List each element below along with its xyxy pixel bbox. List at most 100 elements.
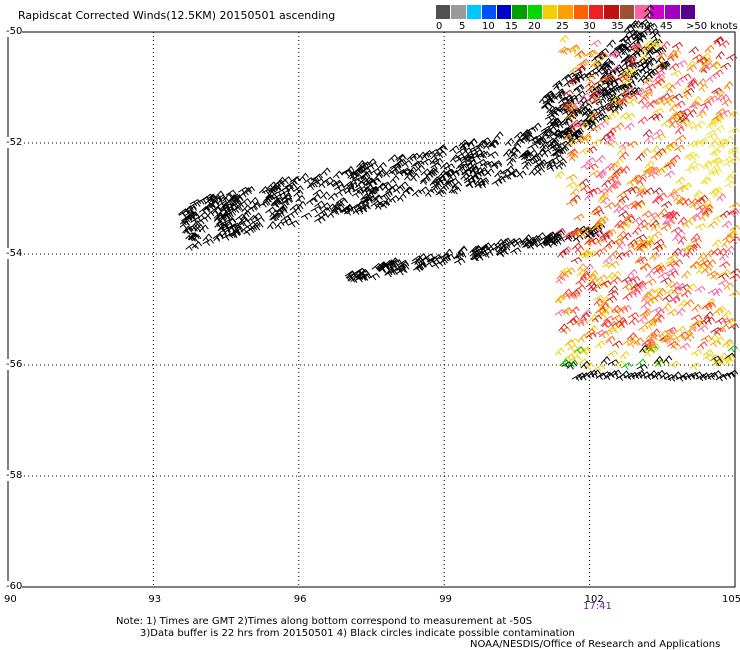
wind-barb xyxy=(387,154,399,163)
wind-barb xyxy=(430,184,441,193)
wind-barb xyxy=(697,263,710,271)
wind-barb xyxy=(594,237,605,246)
wind-barb xyxy=(356,185,368,194)
wind-barb xyxy=(658,330,669,339)
wind-barb xyxy=(624,215,636,223)
wind-barb xyxy=(430,151,441,160)
wind-barb xyxy=(267,220,277,230)
wind-barb xyxy=(702,353,714,361)
latitude-label: -50 xyxy=(6,26,23,37)
wind-barb xyxy=(723,135,734,144)
wind-barb xyxy=(667,254,679,262)
wind-barb xyxy=(443,253,455,261)
wind-barb xyxy=(636,363,648,372)
wind-barb xyxy=(442,169,454,177)
wind-barb xyxy=(720,269,732,277)
wind-barb xyxy=(591,59,603,68)
wind-barb xyxy=(221,233,234,241)
wind-barb xyxy=(627,371,639,380)
wind-barb xyxy=(475,158,488,167)
wind-barb xyxy=(509,169,521,178)
wind-barb xyxy=(209,196,222,204)
wind-barb xyxy=(567,338,580,346)
wind-barb xyxy=(697,324,709,333)
wind-barb xyxy=(681,270,691,279)
wind-barb xyxy=(708,166,718,175)
wind-barb xyxy=(630,29,641,39)
wind-barb xyxy=(579,230,590,239)
wind-barb xyxy=(642,129,653,138)
wind-barb xyxy=(688,46,699,55)
wind-barb xyxy=(613,157,624,167)
wind-barb xyxy=(635,152,646,162)
wind-barb xyxy=(597,120,609,128)
wind-barb xyxy=(476,139,486,149)
wind-barb xyxy=(729,236,740,244)
wind-barb xyxy=(554,170,565,180)
wind-barb xyxy=(643,11,654,20)
wind-barb xyxy=(675,176,686,185)
wind-barb xyxy=(638,53,649,63)
wind-barb xyxy=(534,161,546,169)
legend-swatch xyxy=(604,5,620,19)
wind-barb xyxy=(666,84,676,93)
wind-barb xyxy=(645,321,656,331)
wind-barb xyxy=(652,359,664,367)
wind-barb xyxy=(396,268,408,276)
wind-barb xyxy=(358,268,369,277)
wind-barb xyxy=(577,317,588,327)
wind-barb xyxy=(622,292,633,301)
wind-barb xyxy=(636,189,647,198)
wind-barb xyxy=(639,65,650,74)
wind-barb xyxy=(572,129,582,138)
wind-barb xyxy=(425,170,438,178)
wind-barb xyxy=(457,160,469,169)
wind-barb xyxy=(413,160,425,168)
wind-barb xyxy=(478,140,489,149)
wind-barb xyxy=(643,40,655,48)
wind-barb xyxy=(511,142,522,152)
wind-barb xyxy=(564,112,576,121)
wind-barb xyxy=(653,238,665,247)
wind-barb xyxy=(705,122,717,131)
wind-barb xyxy=(581,309,592,318)
wind-barb xyxy=(413,264,425,272)
wind-barb xyxy=(389,175,400,184)
wind-barb xyxy=(719,93,730,103)
wind-barb xyxy=(702,349,714,358)
wind-barb xyxy=(596,77,608,86)
wind-barb xyxy=(299,172,309,182)
wind-barb xyxy=(556,146,568,154)
wind-barb xyxy=(629,72,641,80)
wind-barb xyxy=(439,256,449,265)
wind-barb xyxy=(701,176,712,186)
wind-barb xyxy=(618,223,630,231)
wind-barb xyxy=(611,238,623,246)
wind-barb xyxy=(616,241,626,250)
wind-barb xyxy=(469,145,481,153)
wind-barb xyxy=(490,162,503,170)
wind-barb xyxy=(214,220,225,229)
wind-barb xyxy=(640,28,652,36)
wind-barb xyxy=(668,360,680,369)
wind-barb xyxy=(414,164,426,173)
wind-barb xyxy=(506,154,517,163)
wind-barb xyxy=(607,320,618,329)
wind-barb xyxy=(698,64,709,73)
wind-barb xyxy=(618,151,629,160)
wind-barb xyxy=(600,133,610,143)
wind-barb xyxy=(384,270,396,278)
wind-barb xyxy=(647,99,658,108)
wind-barb xyxy=(580,311,591,321)
legend-swatch xyxy=(680,5,697,19)
wind-barb xyxy=(714,336,725,345)
wind-barb xyxy=(608,174,619,184)
wind-barb xyxy=(593,297,604,307)
wind-barb xyxy=(416,262,427,271)
wind-barb xyxy=(651,287,664,295)
wind-barb xyxy=(727,344,739,353)
wind-barb xyxy=(675,229,686,238)
wind-barb xyxy=(431,261,444,269)
wind-barb xyxy=(613,122,625,131)
wind-barb xyxy=(554,227,566,236)
